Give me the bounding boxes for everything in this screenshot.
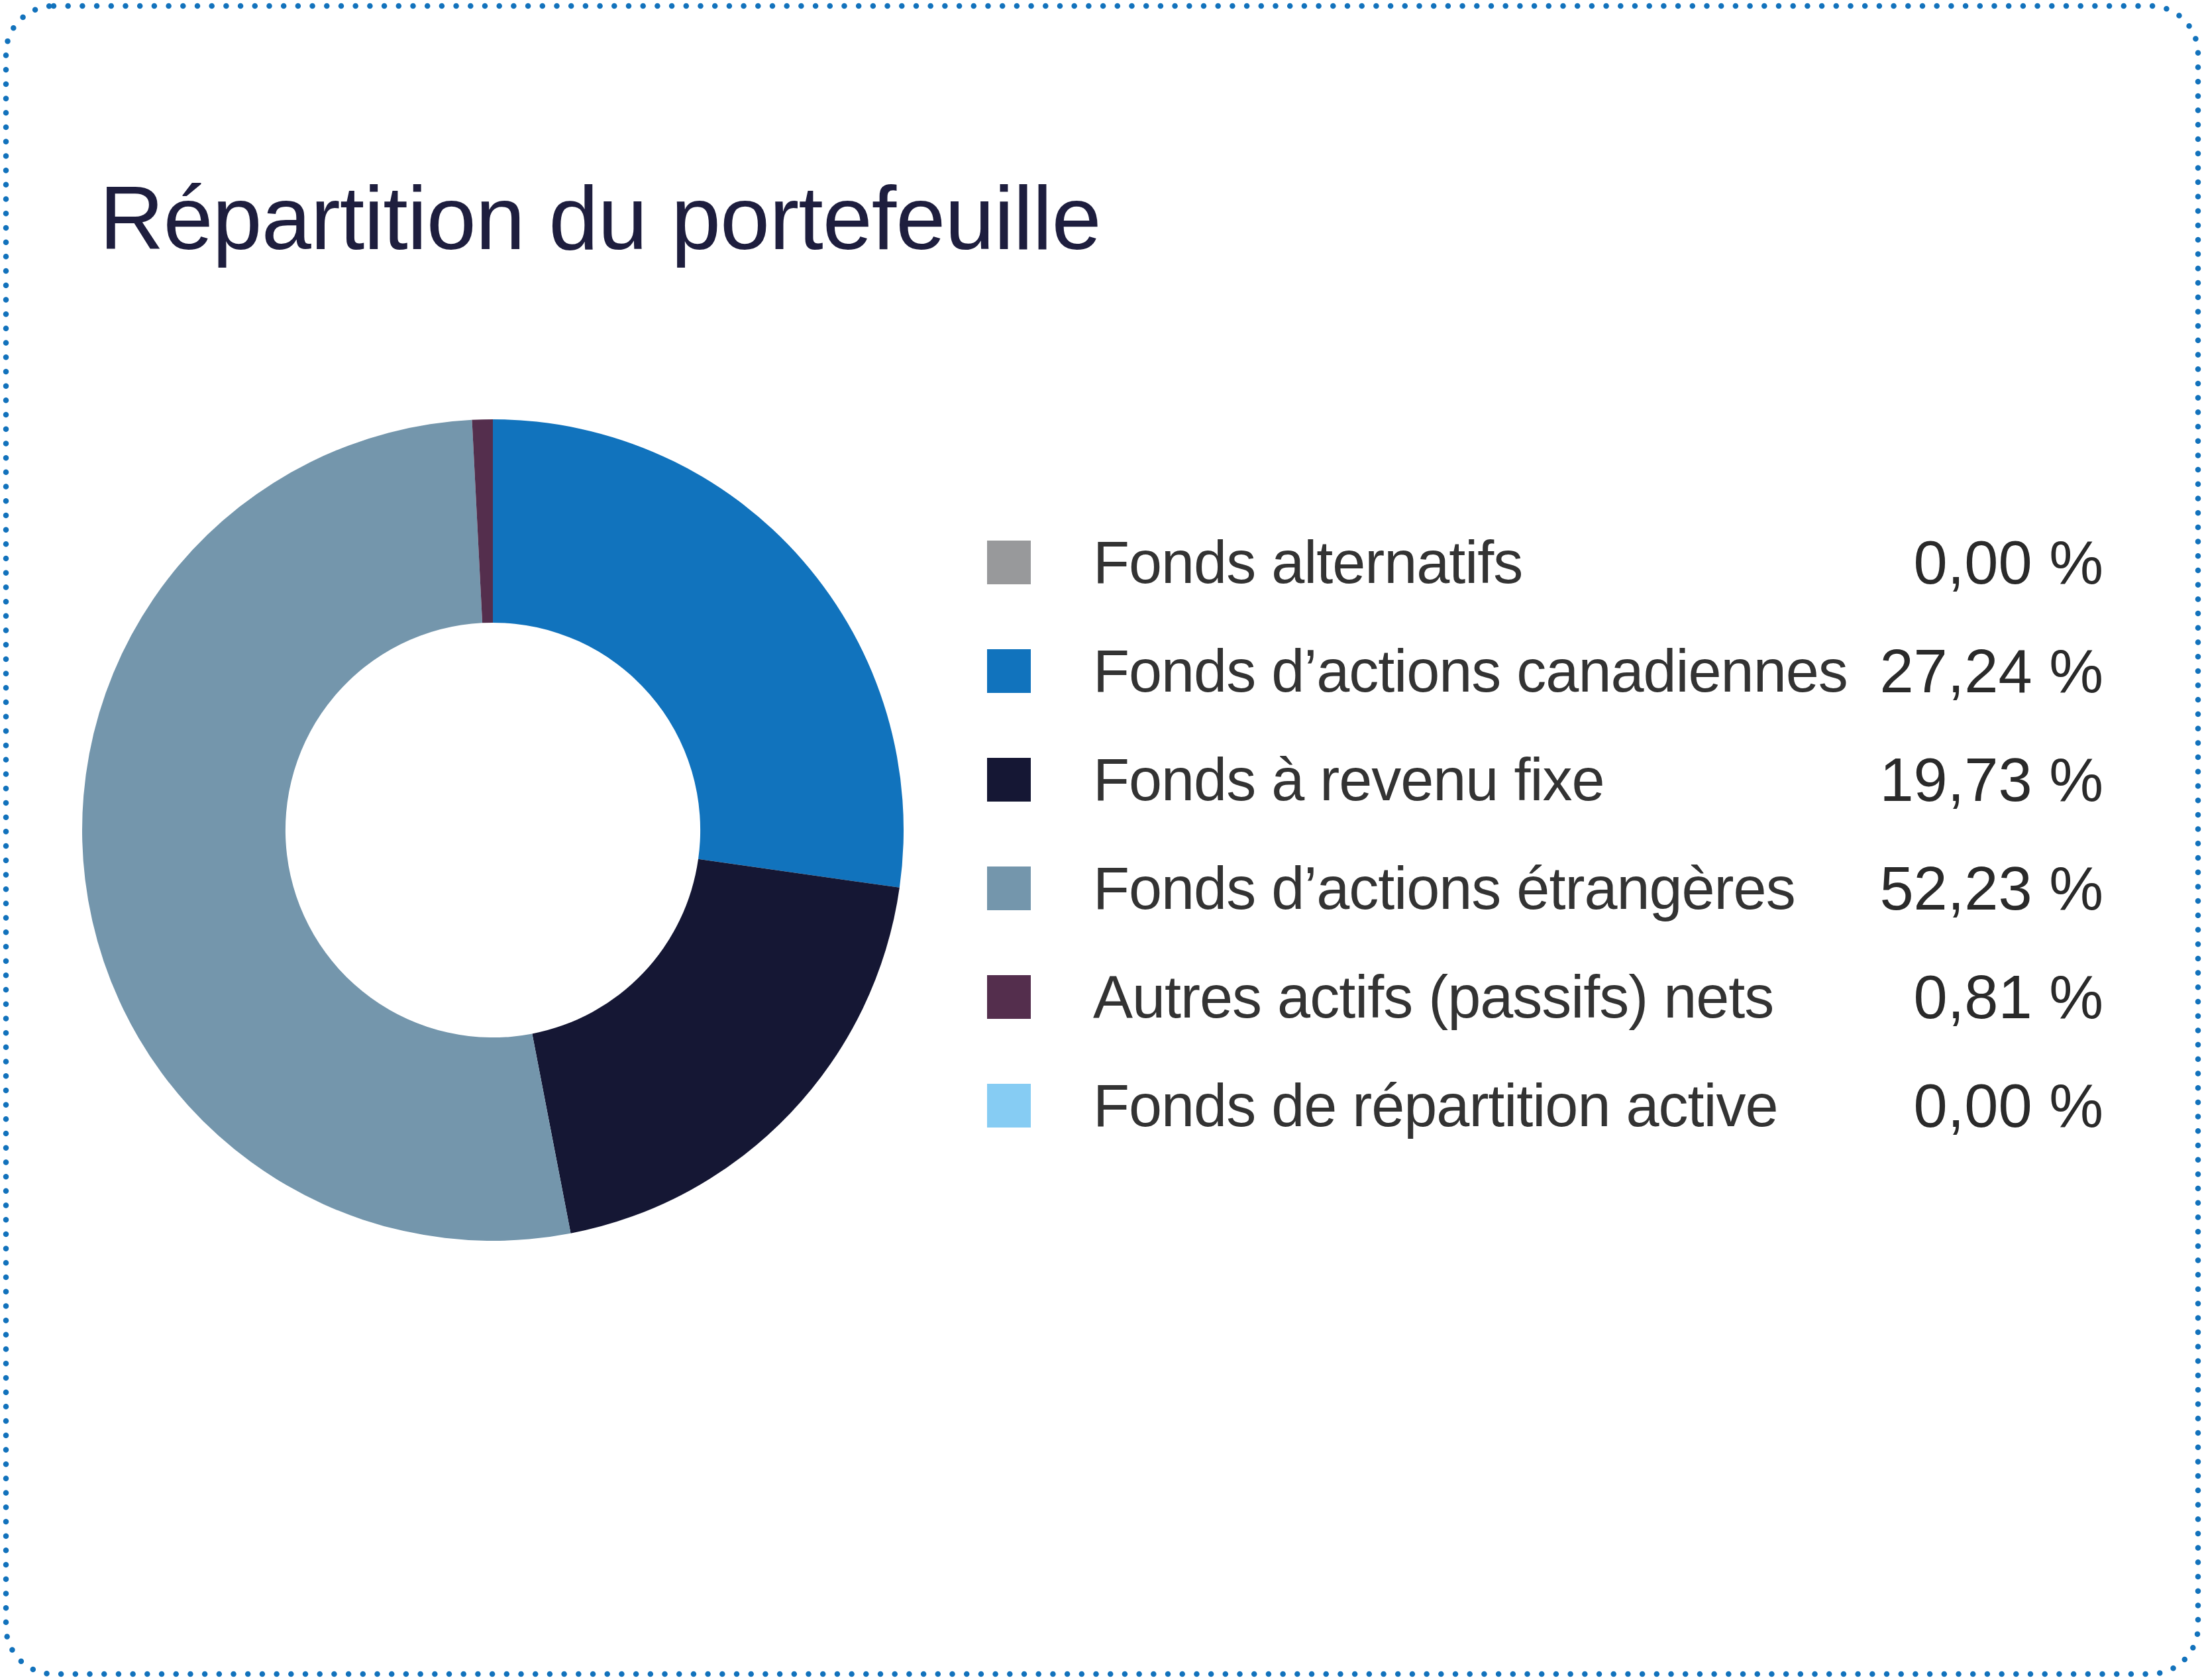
donut-slice bbox=[493, 419, 904, 888]
legend-swatch bbox=[987, 541, 1031, 584]
legend-swatch bbox=[987, 758, 1031, 802]
legend-value: 0,00 % bbox=[1914, 528, 2103, 598]
legend-swatch bbox=[987, 649, 1031, 693]
legend-value: 52,23 % bbox=[1879, 854, 2103, 923]
legend-row: Autres actifs (passifs) nets0,81 % bbox=[987, 975, 2103, 1019]
legend-label: Fonds alternatifs bbox=[1093, 529, 1522, 597]
legend-label: Fonds de répartition active bbox=[1093, 1072, 1778, 1140]
page-title: Répartition du portefeuille bbox=[99, 170, 1100, 268]
legend-swatch bbox=[987, 866, 1031, 910]
legend-label: Fonds d’actions canadiennes bbox=[1093, 637, 1848, 706]
legend-row: Fonds d’actions canadiennes27,24 % bbox=[987, 649, 2103, 693]
legend-row: Fonds à revenu fixe19,73 % bbox=[987, 758, 2103, 802]
legend-swatch bbox=[987, 1084, 1031, 1128]
legend-label: Fonds à revenu fixe bbox=[1093, 746, 1604, 814]
donut-slice bbox=[532, 859, 900, 1234]
legend-row: Fonds de répartition active0,00 % bbox=[987, 1084, 2103, 1128]
legend-value: 19,73 % bbox=[1879, 745, 2103, 815]
legend-value: 0,81 % bbox=[1914, 963, 2103, 1032]
legend-label: Autres actifs (passifs) nets bbox=[1093, 963, 1773, 1031]
legend: Fonds alternatifs0,00 % Fonds d’actions c… bbox=[987, 541, 2103, 1128]
legend-row: Fonds alternatifs0,00 % bbox=[987, 541, 2103, 584]
legend-swatch bbox=[987, 975, 1031, 1019]
legend-value: 27,24 % bbox=[1879, 637, 2103, 706]
legend-value: 0,00 % bbox=[1914, 1071, 2103, 1141]
legend-label: Fonds d’actions étrangères bbox=[1093, 855, 1795, 923]
donut-chart bbox=[82, 419, 904, 1241]
legend-row: Fonds d’actions étrangères52,23 % bbox=[987, 866, 2103, 910]
